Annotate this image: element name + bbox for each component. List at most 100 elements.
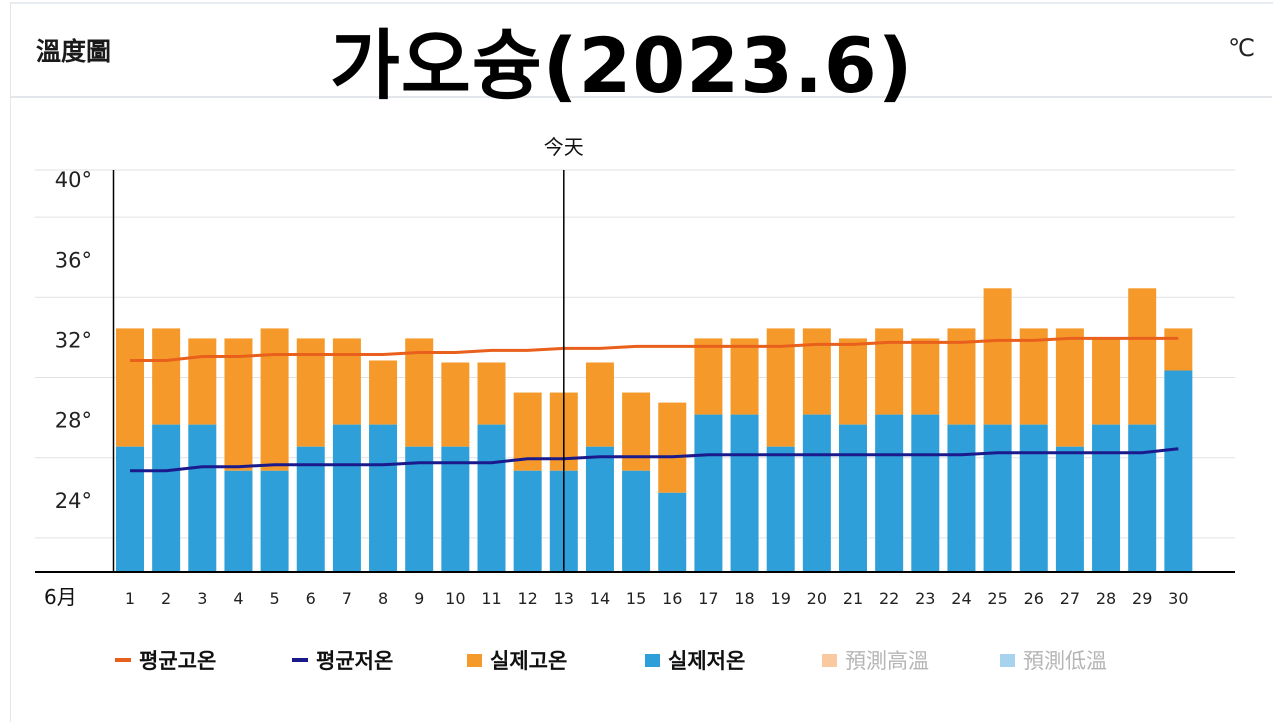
x-tick-label: 3 (197, 589, 207, 608)
legend-label: 실제고온 (490, 649, 568, 673)
bar-low-day-12 (513, 470, 542, 571)
bar-low-day-2 (152, 424, 181, 571)
bar-low-day-19 (766, 446, 795, 571)
bar-high-day-28 (1092, 338, 1121, 425)
today-label: 今天 (544, 135, 584, 159)
bar-high-day-10 (441, 362, 470, 447)
bar-high-day-19 (766, 328, 795, 447)
y-tick-label: 36° (55, 248, 92, 272)
legend-label: 預測低溫 (1023, 649, 1107, 673)
bar-high-day-26 (1019, 328, 1048, 425)
x-tick-label: 17 (698, 589, 718, 608)
x-tick-label: 27 (1060, 589, 1080, 608)
x-tick-label: 23 (915, 589, 935, 608)
legend-swatch (645, 653, 660, 667)
bar-low-day-5 (260, 470, 289, 571)
x-tick-label: 29 (1132, 589, 1152, 608)
x-tick-label: 28 (1096, 589, 1116, 608)
x-tick-label: 6 (306, 589, 316, 608)
bar-high-day-18 (730, 338, 759, 415)
legend-swatch (1000, 653, 1015, 667)
x-tick-label: 15 (626, 589, 646, 608)
section-label: 溫度圖 (36, 37, 112, 66)
x-tick-label: 11 (481, 589, 501, 608)
bar-low-day-11 (477, 424, 506, 571)
x-tick-label: 13 (554, 589, 574, 608)
x-tick-label: 2 (161, 589, 171, 608)
x-tick-label: 7 (342, 589, 352, 608)
bar-high-day-15 (622, 392, 651, 471)
avg-high-line (130, 336, 1179, 362)
bar-high-day-17 (694, 338, 723, 415)
bar-high-day-21 (839, 338, 867, 425)
y-tick-label: 28° (55, 409, 92, 433)
legend-swatch (467, 653, 482, 667)
x-tick-label: 25 (987, 589, 1007, 608)
y-tick-label: 24° (55, 489, 92, 513)
bar-high-day-23 (911, 338, 940, 415)
bar-low-day-25 (983, 424, 1012, 571)
x-tick-label: 8 (378, 589, 388, 608)
legend-label: 평균저온 (316, 649, 394, 673)
avg-low-line (130, 447, 1179, 473)
bar-high-day-9 (405, 338, 434, 447)
page-title: 가오슝(2023.6) (330, 21, 914, 110)
x-tick-label: 1 (125, 589, 135, 608)
bar-high-day-3 (188, 338, 217, 425)
bar-low-day-16 (658, 492, 687, 571)
bar-low-day-21 (839, 424, 867, 571)
legend-item[interactable]: 평균저온 (292, 640, 393, 680)
legend-item[interactable]: 실제고온 (467, 640, 567, 680)
x-tick-label: 12 (517, 589, 537, 608)
bar-low-day-29 (1128, 424, 1157, 571)
bar-high-day-16 (658, 402, 687, 493)
legend-item[interactable]: 평균고온 (115, 640, 216, 680)
bar-low-day-15 (622, 470, 651, 571)
bar-high-day-8 (369, 360, 398, 425)
x-tick-label: 14 (590, 589, 610, 608)
y-tick-label: 32° (55, 328, 92, 352)
legend-swatch (292, 658, 308, 662)
bar-low-day-24 (947, 424, 976, 571)
bar-low-day-14 (585, 446, 614, 571)
x-tick-label: 20 (807, 589, 827, 608)
bar-low-day-3 (188, 424, 217, 571)
bar-low-day-1 (116, 446, 144, 571)
bar-low-day-22 (875, 414, 904, 571)
legend-item[interactable]: 預測低溫 (1000, 640, 1107, 680)
bar-low-day-9 (405, 446, 434, 571)
x-tick-label: 21 (843, 589, 863, 608)
bar-high-day-20 (802, 328, 831, 415)
bar-low-day-8 (369, 424, 398, 571)
x-tick-label: 30 (1168, 589, 1188, 608)
legend-item[interactable]: 預測高溫 (822, 640, 929, 680)
x-tick-label: 19 (771, 589, 791, 608)
legend-label: 預測高溫 (845, 649, 929, 673)
x-tick-label: 18 (734, 589, 754, 608)
x-tick-label: 5 (270, 589, 280, 608)
x-tick-label: 9 (414, 589, 424, 608)
bar-low-day-27 (1055, 446, 1084, 571)
bar-low-day-6 (296, 446, 325, 571)
bar-low-day-17 (694, 414, 723, 571)
bar-low-day-28 (1092, 424, 1121, 571)
bar-high-day-7 (332, 338, 361, 425)
legend: 평균고온 평균저온 실제고온 실제저온 預測高溫 預測低溫 (0, 640, 1280, 680)
legend-item[interactable]: 실제저온 (645, 640, 745, 680)
bar-high-day-24 (947, 328, 976, 425)
unit-label: ℃ (1228, 34, 1255, 62)
bar-low-day-10 (441, 446, 470, 571)
bar-high-day-1 (116, 328, 144, 447)
x-tick-label: 10 (445, 589, 465, 608)
y-tick-label: 40° (55, 168, 92, 192)
bar-high-day-29 (1128, 288, 1157, 425)
bar-high-day-14 (585, 362, 614, 447)
bar-low-day-7 (332, 424, 361, 571)
legend-swatch (115, 658, 131, 662)
bar-high-day-2 (152, 328, 181, 425)
bar-high-day-25 (983, 288, 1012, 425)
x-tick-label: 4 (233, 589, 243, 608)
bar-high-day-4 (224, 338, 253, 471)
bar-high-day-5 (260, 328, 289, 471)
